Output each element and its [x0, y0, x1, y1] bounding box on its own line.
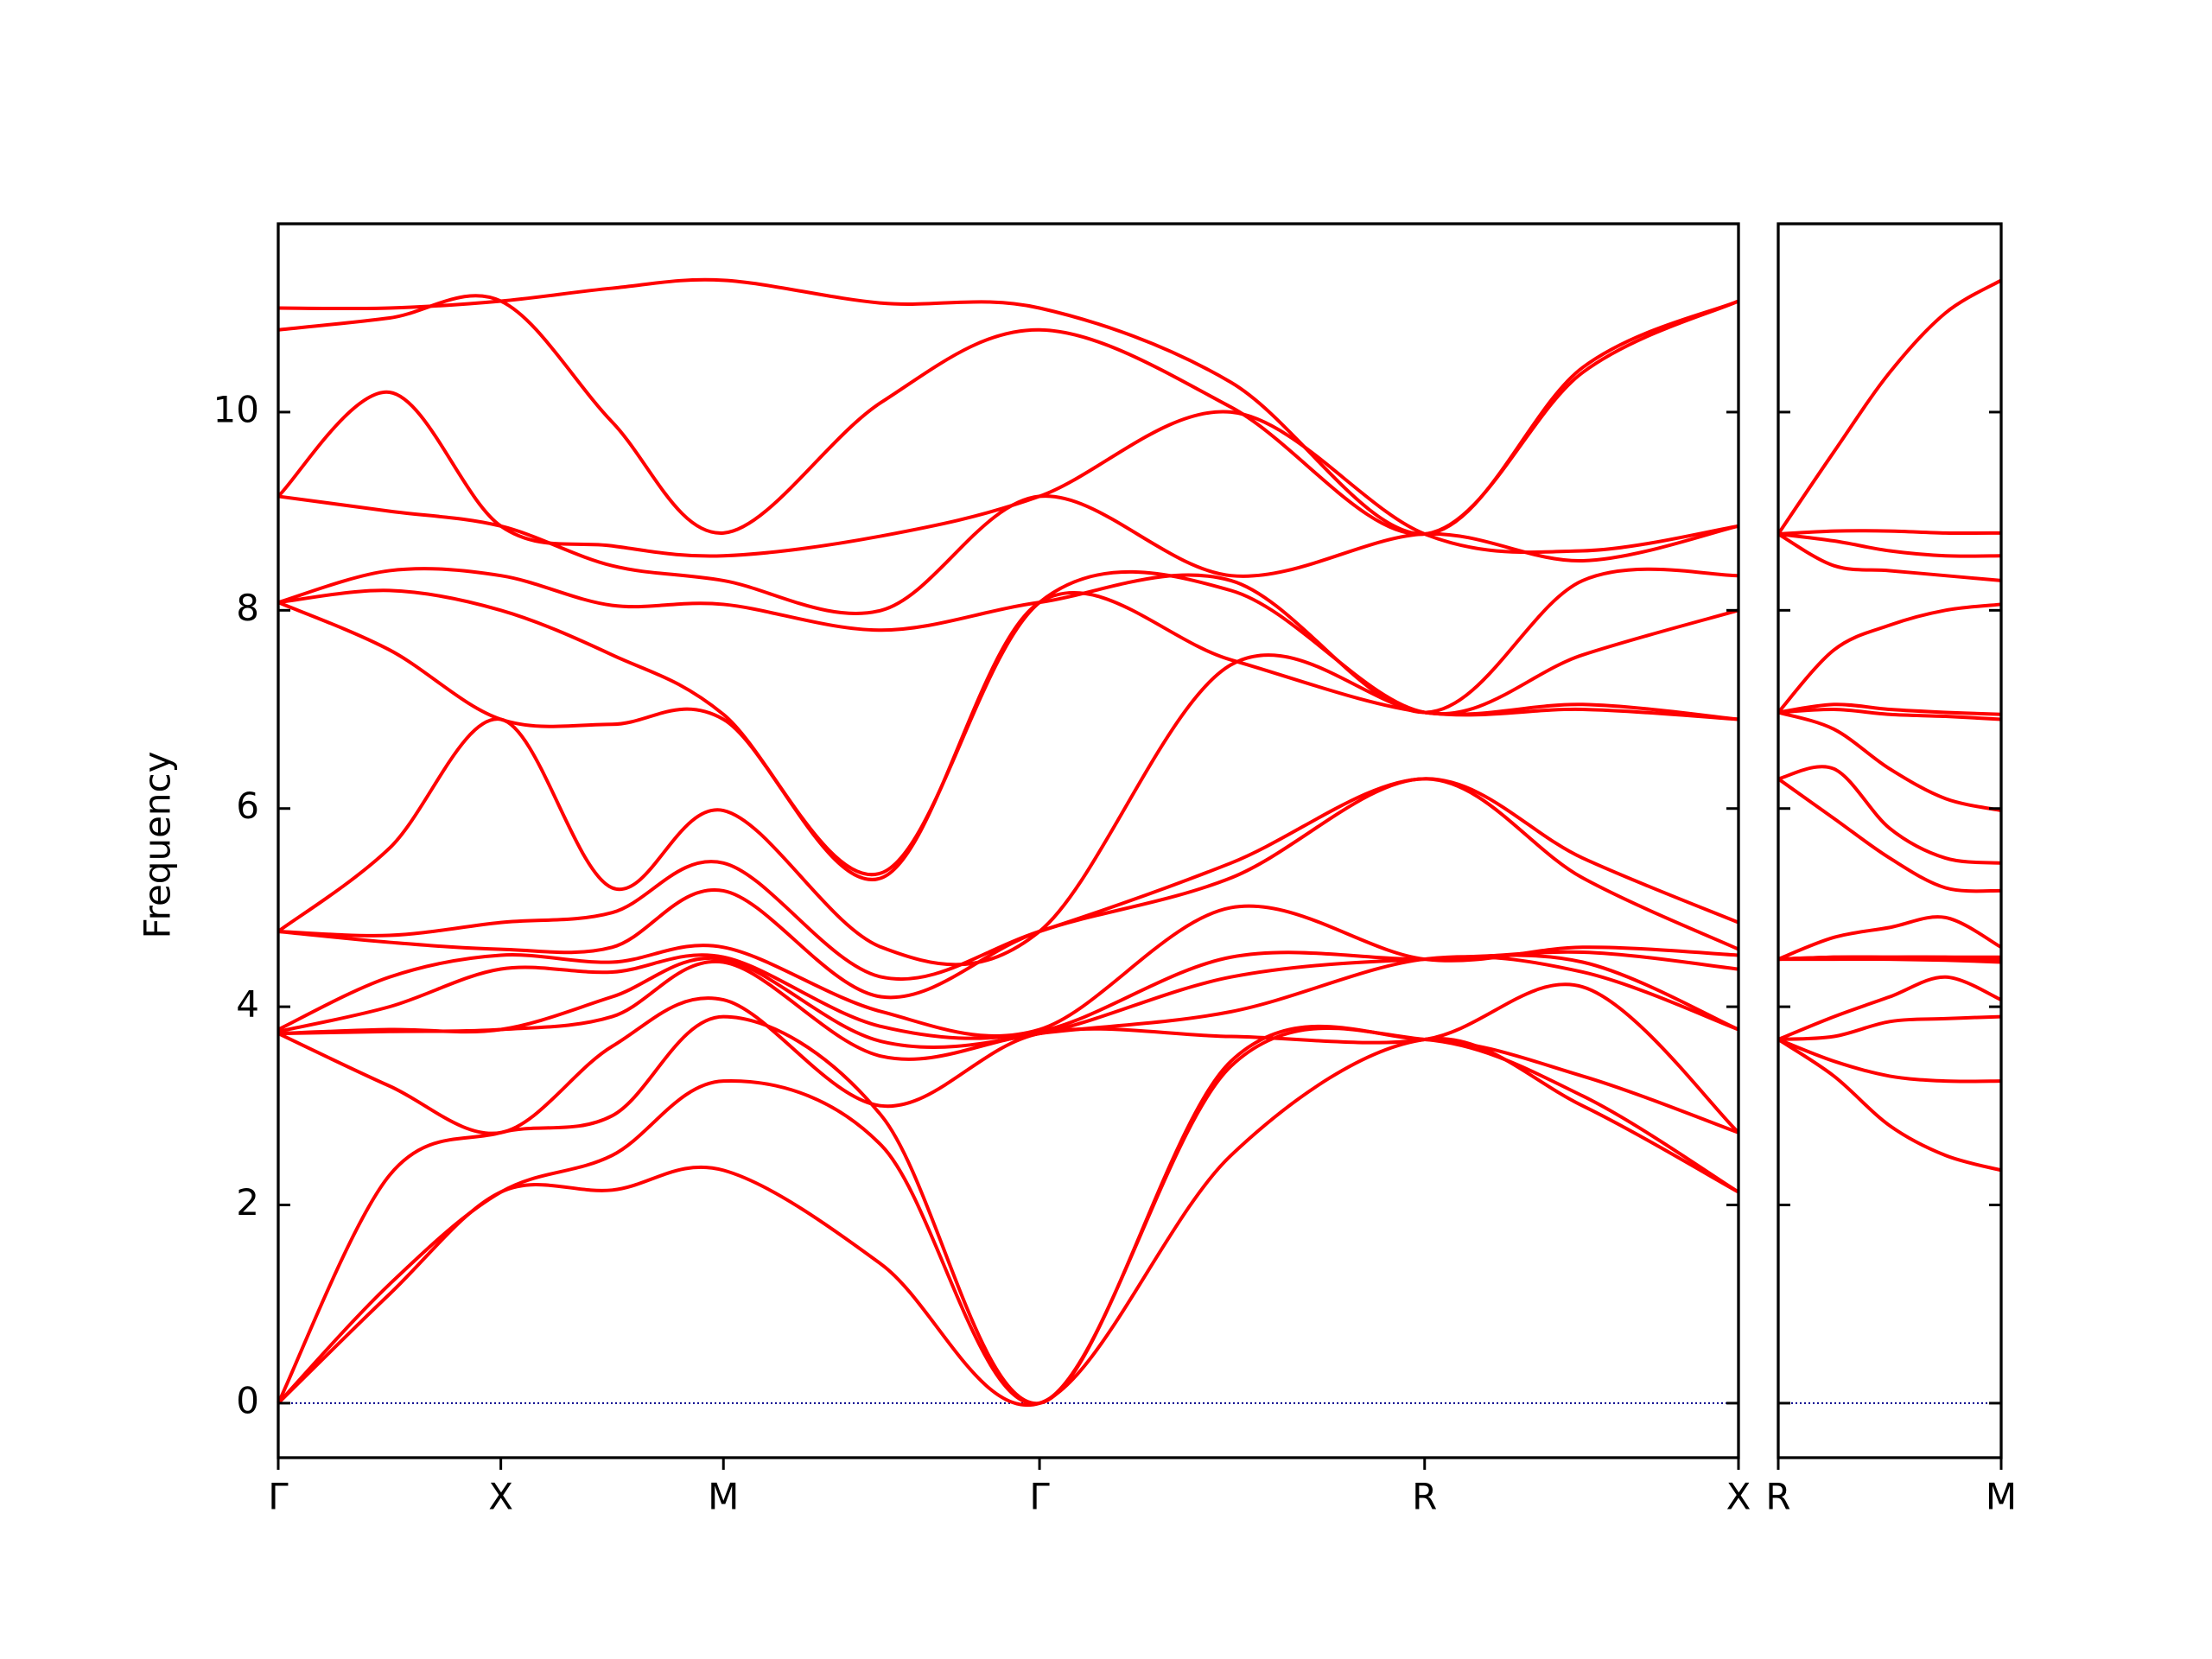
band-line: [277, 777, 1739, 1000]
band-line: [1777, 532, 2002, 558]
band-line: [1777, 915, 2002, 961]
band-line: [1777, 1038, 2002, 1173]
y-tick-label: 0: [236, 1379, 259, 1421]
band-line: [1777, 532, 2002, 582]
band-line: [277, 950, 1739, 1040]
x-tick-label: R: [1412, 1476, 1437, 1518]
band-line: [1777, 710, 2002, 812]
band-line: [1777, 708, 2002, 721]
band-line: [277, 777, 1739, 982]
band-line: [1777, 278, 2003, 536]
band-line: [276, 390, 1739, 558]
x-tick-label: Γ: [1029, 1476, 1050, 1518]
plot-frame: [276, 222, 1740, 1459]
band-line: [1777, 1014, 2002, 1041]
x-tick-label: M: [1986, 1476, 2017, 1518]
y-tick-label: 8: [236, 587, 259, 629]
band-line: [1777, 955, 2001, 962]
y-tick-label: 4: [236, 983, 259, 1026]
y-tick-label: 6: [236, 785, 259, 827]
x-tick-label: Γ: [268, 1476, 289, 1518]
y-axis-label: Frequency: [137, 752, 179, 939]
band-line: [276, 1027, 1740, 1406]
band-line: [1777, 777, 2002, 893]
band-line: [277, 569, 1739, 877]
x-tick-label: X: [488, 1476, 513, 1518]
x-tick-label: R: [1765, 1476, 1790, 1518]
x-tick-label: X: [1726, 1476, 1751, 1518]
band-line: [1777, 529, 2002, 537]
band-line: [277, 982, 1740, 1135]
band-line: [1777, 1038, 2002, 1084]
band-line: [277, 904, 1739, 1038]
band-line: [1777, 765, 2002, 865]
band-line: [1777, 702, 2002, 716]
band-line: [1777, 975, 2002, 1041]
x-tick-label: M: [708, 1476, 739, 1518]
y-tick-label: 10: [213, 388, 259, 430]
band-line: [1777, 602, 2002, 714]
band-line: [277, 567, 1739, 715]
y-tick-label: 2: [236, 1181, 259, 1224]
plot-frame: [1777, 222, 2003, 1459]
band-line: [277, 277, 1739, 537]
